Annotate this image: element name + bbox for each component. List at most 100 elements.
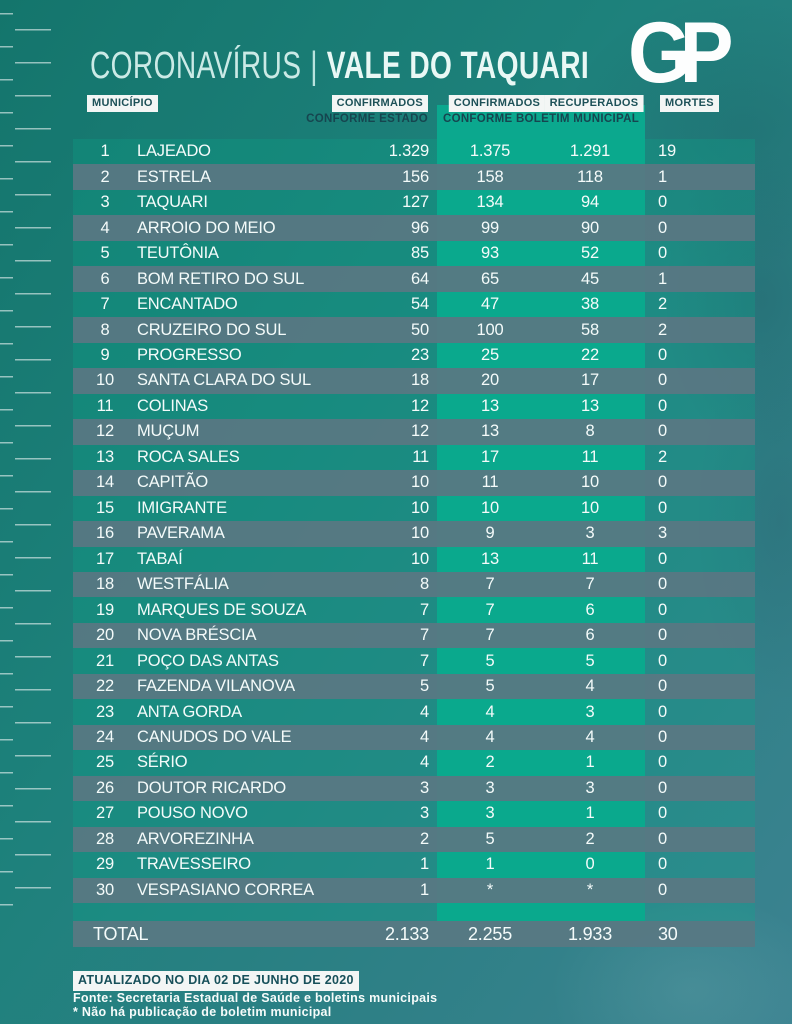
title-separator: | [310,45,318,87]
cell-confirmados-estado: 12 [411,422,429,441]
page-title: CORONAVÍRUS | VALE DO TAQUARI [90,47,589,85]
cell-confirmados-estado: 10 [411,524,429,543]
cell-confirmados-municipal: 5 [485,677,495,696]
cell-rank: 22 [96,677,114,696]
cell-confirmados-estado: 18 [411,371,429,390]
cell-confirmados-municipal: 100 [476,320,504,339]
cell-recuperados: 118 [577,167,603,186]
cell-confirmados-estado: 8 [420,575,429,594]
cell-confirmados-municipal: 1 [485,855,495,874]
cell-confirmados-estado: 4 [420,702,429,721]
table-row: 29 TRAVESSEIRO 1 1 0 0 [73,852,755,878]
cell-rank: 1 [100,142,110,161]
municipality-table: 1 LAJEADO 1.329 1.375 1.291 19 2 ESTRELA 156 158 1… [73,139,755,904]
cell-rank: 25 [96,753,114,772]
column-subheader-conforme-boletim-municipal: CONFORME BOLETIM MUNICIPAL [442,113,640,125]
cell-mortes: 0 [658,473,667,492]
column-header-municipio: MUNICÍPIO [87,95,158,113]
cell-confirmados-estado: 3 [420,804,429,823]
column-header-confirmados-municipal: CONFIRMADOS [448,95,546,113]
cell-municipio: CANUDOS DO VALE [137,728,292,747]
table-row: 19 MARQUES DE SOUZA 7 7 6 0 [73,597,755,623]
cell-confirmados-estado: 23 [411,345,429,364]
cell-recuperados: 22 [581,345,599,364]
table-row: 17 TABAÍ 10 13 11 0 [73,546,755,572]
cell-confirmados-estado: 1 [420,855,429,874]
cell-confirmados-estado: 64 [411,269,429,288]
cell-confirmados-municipal: 13 [481,396,499,415]
cell-rank: 4 [100,218,110,237]
table-row: 5 TEUTÔNIA 85 93 52 0 [73,240,755,267]
cell-mortes: 0 [658,575,667,594]
updated-date-badge: ATUALIZADO NO DIA 02 DE JUNHO DE 2020 [73,971,359,991]
cell-recuperados: 2 [585,829,595,848]
cell-municipio: ROCA SALES [137,447,240,466]
cell-mortes: 0 [658,244,667,263]
cell-confirmados-estado: 10 [411,498,429,517]
table-row: 22 FAZENDA VILANOVA 5 5 4 0 [73,673,755,700]
source-text: Fonte: Secretaria Estadual de Saúde e bo… [73,991,438,1005]
cell-rank: 26 [96,778,114,797]
cell-rank: 6 [100,269,110,288]
cell-rank: 2 [100,167,110,186]
cell-mortes: 0 [658,345,667,364]
cell-confirmados-estado: 1 [420,880,429,899]
table-row: 10 SANTA CLARA DO SUL 18 20 17 0 [73,368,755,394]
cell-recuperados: 94 [581,193,599,212]
cell-confirmados-municipal: 3 [485,778,495,797]
cell-rank: 21 [96,651,114,670]
cell-confirmados-estado: 127 [402,193,429,212]
cell-mortes: 0 [658,829,667,848]
cell-confirmados-estado: 85 [411,244,429,263]
cell-confirmados-estado: 7 [420,626,429,645]
cell-confirmados-estado: 2 [420,829,429,848]
cell-confirmados-estado: 7 [420,600,429,619]
cell-recuperados: 1 [585,804,595,823]
cell-rank: 18 [96,575,114,594]
table-row: 4 ARROIO DO MEIO 96 99 90 0 [73,215,755,241]
column-header-confirmados-estado: CONFIRMADOS [331,95,428,113]
cell-mortes: 0 [658,677,667,696]
cell-confirmados-municipal: 5 [485,829,495,848]
cell-total-confirmados-estado: 2.133 [384,923,429,944]
cell-rank: 20 [96,626,114,645]
cell-rank: 19 [96,600,114,619]
cell-rank: 14 [96,473,114,492]
cell-recuperados: 45 [581,269,599,288]
cell-rank: 13 [96,447,114,466]
table-row: 18 WESTFÁLIA 8 7 7 0 [73,571,755,598]
cell-municipio: MUÇUM [137,422,200,441]
cell-mortes: 0 [658,855,667,874]
table-row: 2 ESTRELA 156 158 118 1 [73,164,755,190]
cell-mortes: 0 [658,880,667,899]
cell-recuperados: 8 [585,422,595,441]
cell-recuperados: 6 [585,600,595,619]
cell-confirmados-estado: 156 [402,167,429,186]
cell-mortes: 0 [658,600,667,619]
cell-confirmados-municipal: 99 [481,218,499,237]
cell-confirmados-municipal: 9 [485,524,495,543]
cell-total-label: TOTAL [93,923,149,944]
cell-mortes: 1 [658,167,667,186]
cell-rank: 27 [96,804,114,823]
cell-confirmados-municipal: 65 [481,269,499,288]
cell-mortes: 0 [658,651,667,670]
cell-confirmados-municipal: 7 [485,626,495,645]
cell-confirmados-municipal: 4 [485,702,495,721]
cell-rank: 15 [96,498,114,517]
cell-mortes: 0 [658,422,667,441]
table-row: 14 CAPITÃO 10 11 10 0 [73,470,755,496]
cell-rank: 17 [96,549,114,568]
cell-confirmados-municipal: 17 [481,447,499,466]
cell-recuperados: 1.291 [569,142,611,161]
cell-confirmados-municipal: * [486,880,494,899]
cell-confirmados-estado: 54 [411,295,429,314]
cell-recuperados: 4 [585,728,595,747]
cell-recuperados: 1 [585,753,595,772]
cell-recuperados: * [586,880,594,899]
cell-mortes: 19 [658,142,676,161]
table-row: 30 VESPASIANO CORREA 1 * * 0 [73,877,755,904]
cell-municipio: SÉRIO [137,753,188,772]
cell-confirmados-municipal: 20 [481,371,499,390]
title-region: VALE DO TAQUARI [326,45,590,87]
